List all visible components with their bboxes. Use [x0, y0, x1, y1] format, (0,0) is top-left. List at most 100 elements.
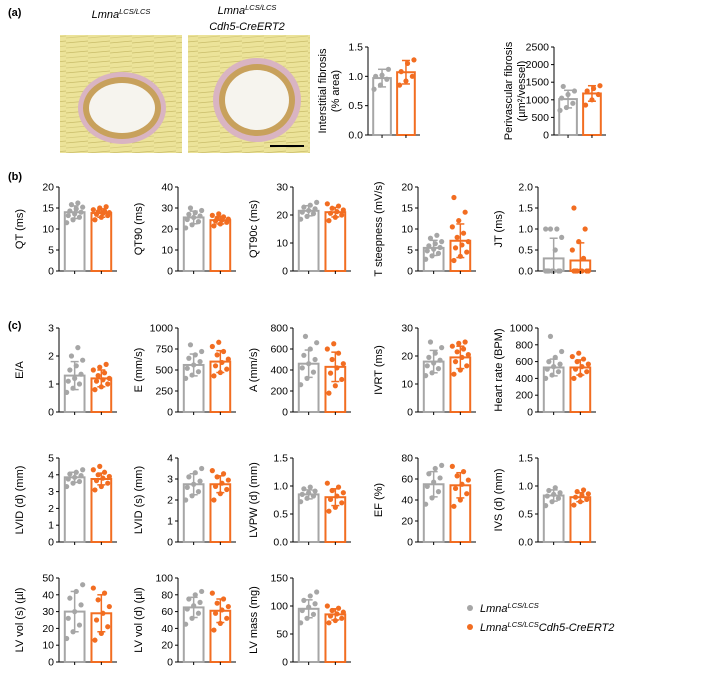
data-point [560, 83, 566, 90]
data-point [186, 211, 192, 217]
data-point [543, 226, 549, 232]
data-point [454, 473, 460, 479]
data-point [184, 484, 190, 490]
y-axis-label: LVID (d) (mm) [14, 466, 26, 535]
data-point [93, 378, 100, 384]
data-point [225, 477, 231, 483]
micrograph-title-knockout-line2: Cdh5-CreERT2 [209, 21, 285, 33]
y-tick-label: 1.0 [518, 481, 533, 493]
y-tick-label: 4 [167, 453, 173, 465]
data-point [101, 208, 108, 214]
y-axis-label: LVID (s) (mm) [133, 466, 145, 534]
y-tick-label: 0 [282, 407, 288, 419]
y-tick-label: 0 [282, 266, 288, 278]
data-point [559, 348, 565, 355]
data-point [310, 211, 317, 217]
data-point [571, 375, 577, 381]
y-tick-label: 2 [48, 351, 54, 363]
data-point [106, 375, 112, 381]
data-point [199, 207, 205, 214]
y-tick-label: 10 [276, 238, 288, 250]
data-point [105, 381, 111, 387]
data-point [571, 88, 578, 94]
data-point [211, 497, 217, 503]
data-point [80, 467, 86, 473]
data-point [183, 375, 189, 381]
y-tick-label: 150 [270, 573, 288, 585]
data-point [187, 205, 194, 211]
data-point [571, 205, 577, 211]
data-point [464, 249, 470, 255]
data-point [457, 497, 463, 503]
data-point [547, 226, 554, 232]
data-point [326, 620, 332, 626]
data-point [449, 463, 455, 469]
data-point [451, 194, 457, 201]
data-point [465, 352, 471, 358]
data-point [434, 232, 440, 238]
y-axis-label: EF (%) [373, 483, 385, 517]
legend-label-control: LmnaLCS/LCS [480, 601, 539, 615]
data-point [197, 359, 203, 365]
y-tick-label: 0.5 [518, 245, 533, 257]
data-point [97, 364, 103, 370]
data-point [209, 343, 215, 350]
data-point [462, 339, 468, 345]
data-point [580, 255, 587, 261]
y-tick-label: 10 [401, 379, 413, 391]
y-tick-label: 30 [401, 323, 413, 335]
y-tick-label: 400 [515, 373, 533, 385]
data-point [546, 268, 552, 274]
y-tick-label: 500 [531, 112, 549, 124]
y-tick-label: 1.0 [273, 481, 288, 493]
data-point [584, 496, 590, 503]
data-point [340, 609, 346, 615]
data-point [195, 610, 202, 616]
data-point [220, 471, 227, 477]
y-tick-label: 15 [42, 203, 54, 215]
y-axis-label: QT90 (ms) [133, 203, 145, 256]
data-point [298, 620, 304, 626]
chart-17: 0.0 0.5 1.0 1.5 IVS (d) (mm) [493, 453, 596, 549]
y-axis-label: Heart rate (BPM) [493, 328, 505, 411]
y-tick-label: 750 [155, 344, 173, 356]
data-point [80, 357, 86, 363]
data-point [211, 373, 217, 379]
data-point [580, 356, 587, 362]
data-point [78, 473, 84, 479]
data-point [384, 76, 390, 82]
y-tick-label: 20 [42, 182, 54, 194]
y-tick-label: 20 [42, 623, 54, 635]
y-axis-label: LV vol (s) (µl) [14, 588, 26, 653]
data-point [67, 208, 73, 214]
data-point [65, 615, 71, 621]
y-tick-label: 40 [161, 182, 173, 194]
data-point [224, 366, 230, 372]
data-point [212, 610, 219, 616]
data-point [90, 467, 96, 473]
data-point [435, 489, 442, 495]
data-point [106, 210, 112, 216]
data-point [224, 615, 230, 621]
data-point [80, 204, 86, 210]
y-tick-label: 2500 [526, 42, 550, 54]
data-point [543, 503, 549, 509]
data-point [68, 353, 75, 359]
data-point [225, 603, 231, 610]
micrograph-control [60, 35, 182, 153]
y-tick-label: 1 [167, 516, 173, 528]
data-point [67, 595, 73, 601]
data-point [101, 469, 108, 475]
y-tick-label: 800 [270, 323, 288, 335]
data-point [339, 212, 345, 218]
data-point [544, 493, 550, 499]
y-tick-label: 2.0 [518, 182, 533, 194]
data-point [92, 487, 98, 493]
data-point [65, 476, 71, 482]
data-point [597, 83, 603, 89]
data-point [324, 201, 330, 207]
data-point [75, 200, 81, 206]
y-tick-label: 1 [48, 520, 54, 532]
data-point [327, 370, 334, 376]
